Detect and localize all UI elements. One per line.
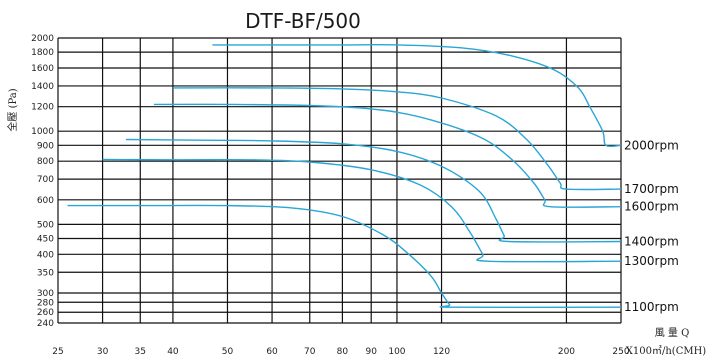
x-tick-label: 70	[304, 347, 316, 357]
y-tick-label: 1000	[31, 127, 54, 137]
series-labels: 2000rpm 1700rpm 1600rpm 1400rpm 1300rpm 1100r…	[624, 138, 679, 314]
y-tick-label: 450	[37, 235, 54, 245]
x-tick-label: 90	[365, 347, 377, 357]
x-tick-labels: 25 30 35 40 50 60 70 80 90 100 120 200 250	[52, 347, 630, 357]
y-tick-label: 300	[37, 289, 54, 299]
series-label-1100rpm: 1100rpm	[624, 300, 679, 314]
y-tick-label: 900	[37, 141, 54, 151]
x-tick-label: 120	[433, 347, 450, 357]
y-tick-label: 2000	[31, 34, 54, 44]
series-curve-2000rpm	[212, 43, 622, 148]
series-curve-1700rpm	[172, 87, 622, 191]
x-tick-label: 250	[612, 347, 629, 357]
x-tick-label: 30	[97, 347, 109, 357]
x-axis-label-top: 風 量 Q	[655, 327, 690, 339]
y-tick-label: 350	[37, 268, 54, 278]
series-label-1600rpm: 1600rpm	[624, 200, 679, 214]
y-tick-label: 1400	[31, 82, 54, 92]
x-tick-label: 50	[222, 347, 234, 357]
y-tick-label: 400	[37, 250, 54, 260]
y-tick-label: 600	[37, 196, 54, 206]
chart-grid	[57, 37, 622, 324]
x-tick-label: 200	[558, 347, 575, 357]
series-label-2000rpm: 2000rpm	[624, 138, 679, 152]
series-label-1700rpm: 1700rpm	[624, 182, 679, 196]
y-tick-label: 260	[37, 308, 54, 318]
x-tick-label: 60	[266, 347, 278, 357]
y-tick-label: 800	[37, 157, 54, 167]
y-tick-label: 700	[37, 175, 54, 185]
y-tick-label: 1200	[31, 103, 54, 113]
series-curve-1300rpm	[102, 158, 622, 263]
y-tick-label: 1800	[31, 48, 54, 58]
chart-title: DTF-BF/500	[245, 9, 361, 33]
x-tick-label: 35	[135, 347, 146, 357]
series-label-1400rpm: 1400rpm	[624, 235, 679, 249]
x-tick-label: 100	[388, 347, 405, 357]
series-curve-1100rpm	[67, 204, 622, 309]
x-tick-label: 25	[52, 347, 63, 357]
y-tick-labels: 2000 1800 1600 1400 1200 1000 900 800 700 600 500 4…	[31, 34, 54, 329]
series-curve-1400rpm	[125, 138, 622, 243]
y-tick-label: 1600	[31, 64, 54, 74]
x-tick-label: 80	[337, 347, 349, 357]
x-tick-label: 40	[167, 347, 179, 357]
x-axis-label-bottom: X100㎥/h(CMH)	[626, 344, 707, 357]
y-axis-label: 全壓 (Pa)	[6, 88, 19, 131]
y-tick-label: 280	[37, 298, 54, 308]
chart-series	[67, 43, 622, 309]
y-tick-label: 500	[37, 220, 54, 230]
y-tick-label: 240	[37, 319, 54, 329]
series-label-1300rpm: 1300rpm	[624, 254, 679, 268]
series-curve-1600rpm	[153, 103, 622, 208]
